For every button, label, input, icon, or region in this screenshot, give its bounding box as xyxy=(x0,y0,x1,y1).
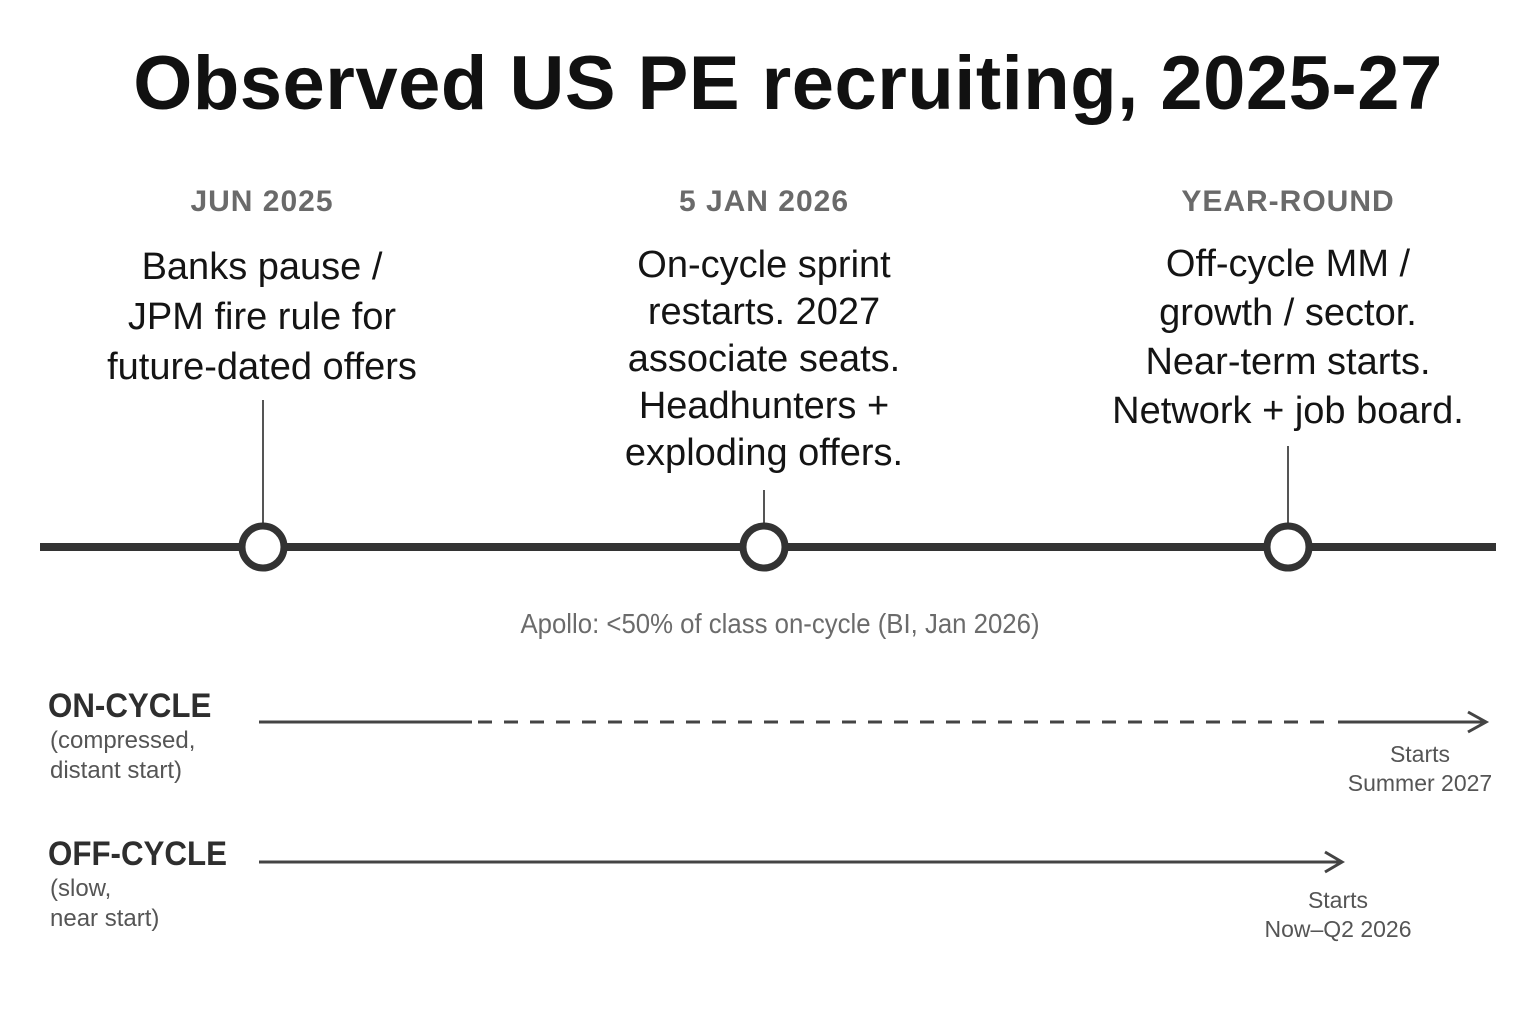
event-description-line: Banks pause / xyxy=(141,246,383,288)
on-cycle-arrowhead xyxy=(1467,710,1490,734)
track-end-line: Starts xyxy=(1389,741,1451,767)
on-cycle-end-label: Starts Summer 2027 xyxy=(1320,740,1520,798)
on-cycle-label: ON-CYCLE (compressed, distant start) xyxy=(48,686,226,786)
track-name: ON-CYCLE xyxy=(48,687,212,725)
event-date: YEAR-ROUND xyxy=(1181,185,1395,218)
event-description: Off-cycle MM / growth / sector. Near-ter… xyxy=(1088,240,1488,436)
event-description-line: future-dated offers xyxy=(107,346,417,388)
event-description-line: restarts. 2027 xyxy=(647,291,881,333)
event-description: On-cycle sprint restarts. 2027 associate… xyxy=(564,242,964,477)
event-description-line: growth / sector. xyxy=(1159,292,1417,334)
event-description-line: Network + job board. xyxy=(1112,390,1464,432)
event-description-line: Headhunters + xyxy=(638,385,890,427)
track-end-line: Now–Q2 2026 xyxy=(1264,916,1412,942)
event-jan-2026: 5 JAN 2026 On-cycle sprint restarts. 202… xyxy=(564,184,964,477)
off-cycle-arrowhead xyxy=(1324,850,1345,874)
event-description-line: associate seats. xyxy=(627,338,901,380)
event-jun-2025: JUN 2025 Banks pause / JPM fire rule for… xyxy=(62,184,462,392)
track-subtitle-line: (slow, xyxy=(50,875,112,902)
event-year-round: YEAR-ROUND Off-cycle MM / growth / secto… xyxy=(1088,184,1488,436)
diagram-title: Observed US PE recruiting, 2025-27 xyxy=(133,41,1443,126)
track-subtitle-line: near start) xyxy=(50,905,160,932)
event-marker-1 xyxy=(238,522,288,572)
track-name: OFF-CYCLE xyxy=(48,835,227,873)
track-end-line: Summer 2027 xyxy=(1347,770,1493,796)
event-description: Banks pause / JPM fire rule for future-d… xyxy=(62,242,462,392)
apollo-note: Apollo: <50% of class on-cycle (BI, Jan … xyxy=(520,608,1040,639)
event-description-line: Near-term starts. xyxy=(1145,341,1431,383)
event-description-line: Off-cycle MM / xyxy=(1165,243,1411,285)
event-date: JUN 2025 xyxy=(190,185,334,218)
event-description-line: On-cycle sprint xyxy=(637,244,891,286)
off-cycle-end-label: Starts Now–Q2 2026 xyxy=(1238,886,1438,944)
event-marker-2 xyxy=(739,522,789,572)
track-subtitle-line: (compressed, xyxy=(50,727,196,754)
track-subtitle-line: distant start) xyxy=(50,757,183,784)
event-description-line: exploding offers. xyxy=(624,432,904,474)
off-cycle-label: OFF-CYCLE (slow, near start) xyxy=(48,834,243,934)
track-end-line: Starts xyxy=(1307,887,1369,913)
event-description-line: JPM fire rule for xyxy=(127,296,397,338)
event-marker-3 xyxy=(1263,522,1313,572)
event-date: 5 JAN 2026 xyxy=(678,185,850,218)
